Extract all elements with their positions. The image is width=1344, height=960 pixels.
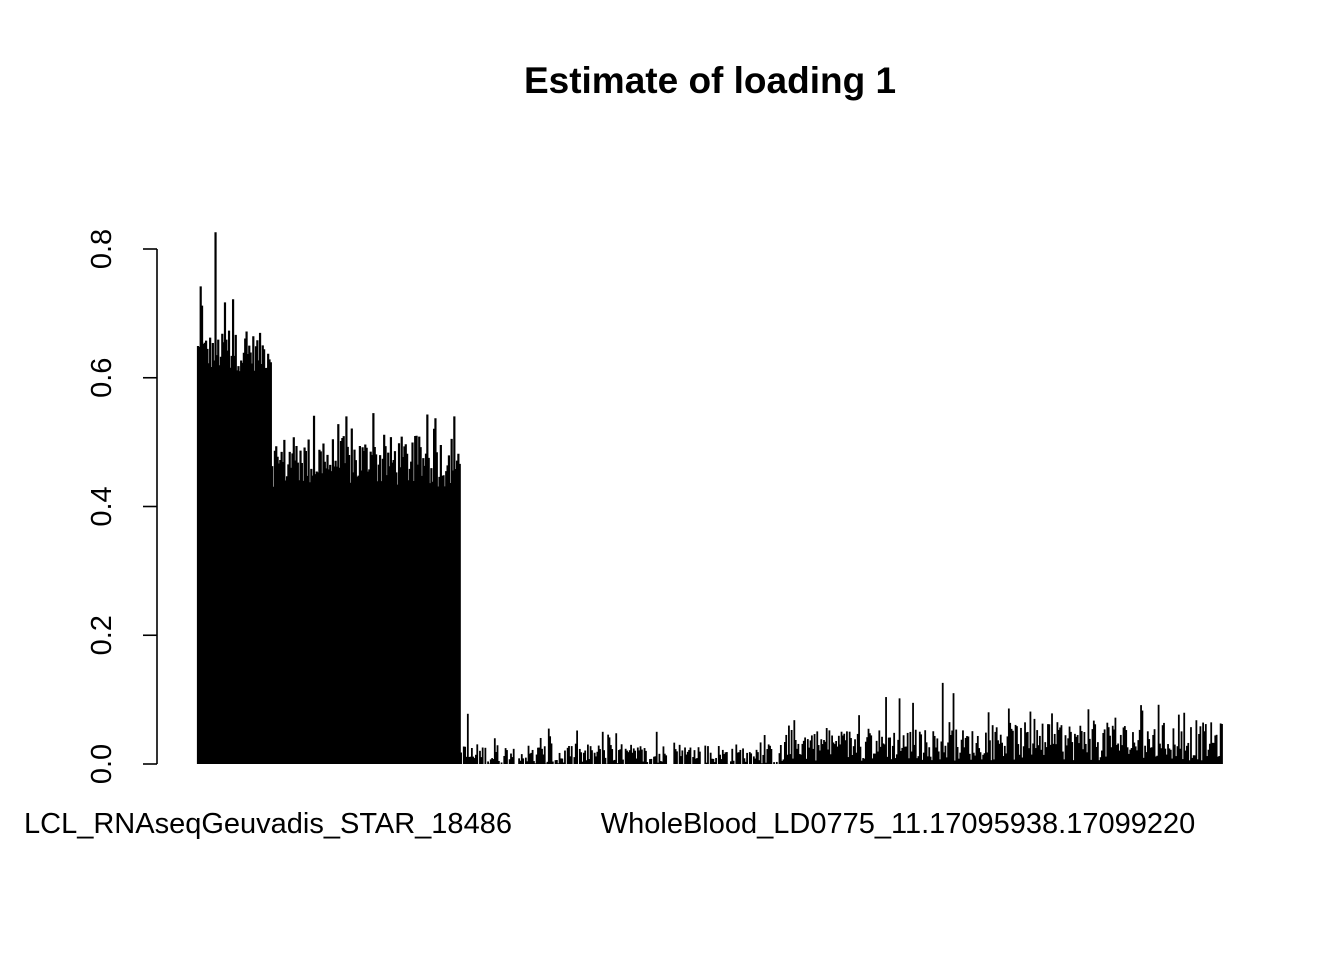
x-tick-label: LCL_RNAseqGeuvadis_STAR_18486 <box>24 808 512 840</box>
y-tick-label: 0.0 <box>86 744 118 784</box>
y-tick-label: 0.4 <box>86 486 118 526</box>
x-axis-labels: LCL_RNAseqGeuvadis_STAR_18486 WholeBlood_… <box>24 808 1195 840</box>
y-axis: 0.0 0.2 0.4 0.6 0.8 <box>86 229 158 784</box>
x-tick-label: WholeBlood_LD0775_11.17095938.17099220 <box>601 808 1196 840</box>
y-tick-label: 0.6 <box>86 358 118 398</box>
chart-title: Estimate of loading 1 <box>524 60 896 101</box>
bars-group <box>196 232 1223 764</box>
y-tick-label: 0.8 <box>86 229 118 269</box>
y-tick-label: 0.2 <box>86 615 118 655</box>
